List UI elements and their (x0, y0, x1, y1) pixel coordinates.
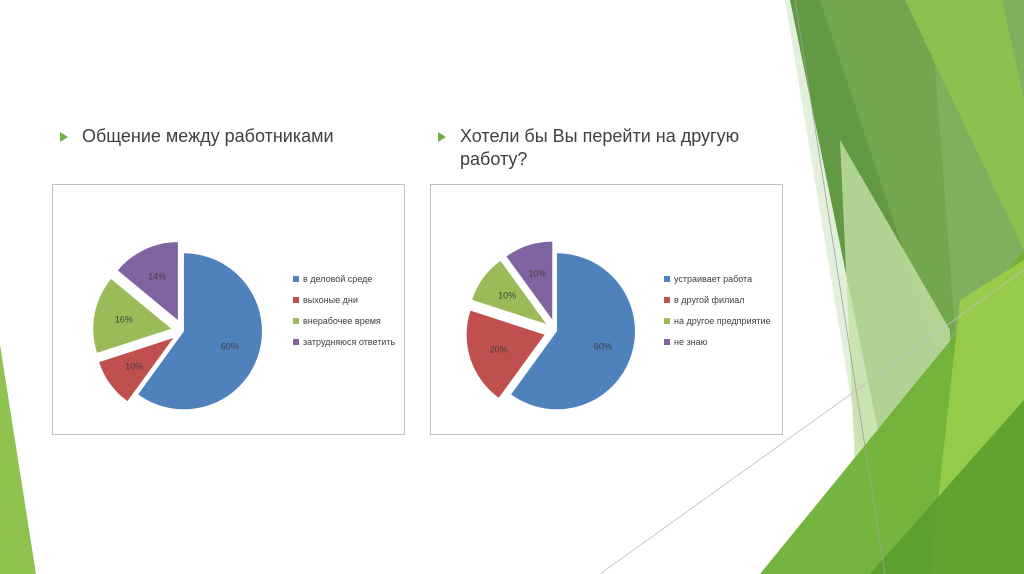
legend-label: в другой филиал (674, 294, 745, 305)
pie-slice-3 (472, 260, 547, 324)
legend-swatch (293, 296, 299, 303)
chart-change-job: 60% 20% 10% 10% устраивает работа в другой ф… (430, 184, 783, 435)
pie-slice-1 (138, 253, 262, 410)
data-label-2: 20% (490, 345, 508, 355)
legend-item: затрудняюся ответить (293, 331, 395, 352)
deco-shape (870, 400, 1024, 574)
pie-slice-4 (117, 242, 178, 321)
left-heading-text: Общение между работниками (82, 126, 334, 146)
pie-slice-2 (466, 310, 545, 398)
data-label-4: 14% (148, 271, 166, 281)
right-heading: Хотели бы Вы перейти на другую работу? (438, 125, 739, 171)
legend-label: затрудняюся ответить (303, 336, 396, 347)
legend-item: на другое предприятие (664, 310, 771, 331)
right-heading-text: Хотели бы Вы перейти на другую работу? (460, 125, 739, 171)
left-heading: Общение между работниками (60, 125, 334, 148)
legend-item: в деловой среде (293, 268, 395, 289)
legend-swatch (664, 317, 670, 324)
data-label-3: 16% (115, 315, 133, 325)
pie-slice-1 (511, 253, 635, 410)
legend-label: на другое предприятие (674, 315, 771, 326)
legend-item: устраивает работа (664, 268, 771, 289)
legend-swatch (664, 338, 670, 345)
deco-line (794, 0, 886, 574)
deco-line (599, 269, 1024, 574)
legend-swatch (664, 275, 670, 282)
legend-label: устраивает работа (674, 273, 753, 284)
pie-slice-3 (93, 279, 172, 353)
legend-swatch (664, 296, 670, 303)
legend-label: не знаю (674, 336, 708, 347)
legend-item: внерабочее время (293, 310, 395, 331)
legend-swatch (293, 338, 299, 345)
legend-item: выхоные дни (293, 289, 395, 310)
data-label-1: 60% (594, 341, 612, 351)
legend-communication: в деловой среде выхоные дни внерабочее вре… (293, 268, 395, 352)
right-heading-line2: работу? (460, 149, 528, 169)
data-label-1: 60% (221, 341, 239, 351)
pie-slice-4 (506, 241, 553, 320)
data-label-4: 10% (528, 269, 546, 279)
right-heading-line1: Хотели бы Вы перейти на другую (460, 126, 740, 146)
legend-item: не знаю (664, 331, 771, 352)
legend-swatch (293, 275, 299, 282)
bullet-arrow-icon (60, 132, 68, 142)
legend-swatch (293, 317, 299, 324)
legend-label: внерабочее время (303, 315, 381, 326)
data-label-3: 10% (498, 291, 516, 301)
pie-chart-communication: 60% 10% 16% 14% (93, 242, 262, 410)
bullet-arrow-icon (438, 132, 446, 142)
deco-shape (905, 0, 1024, 250)
legend-item: в другой филиал (664, 289, 771, 310)
data-label-2: 10% (125, 361, 143, 371)
deco-left-shape (0, 345, 36, 574)
pie-chart-change-job: 60% 20% 10% 10% (466, 241, 635, 410)
chart-communication: 60% 10% 16% 14% в деловой среде выхоные дни в… (52, 184, 405, 435)
legend-label: выхоные дни (303, 294, 358, 305)
pie-slice-2 (99, 338, 174, 402)
legend-change-job: устраивает работа в другой филиал на друго… (664, 268, 771, 352)
legend-label: в деловой среде (303, 273, 373, 284)
